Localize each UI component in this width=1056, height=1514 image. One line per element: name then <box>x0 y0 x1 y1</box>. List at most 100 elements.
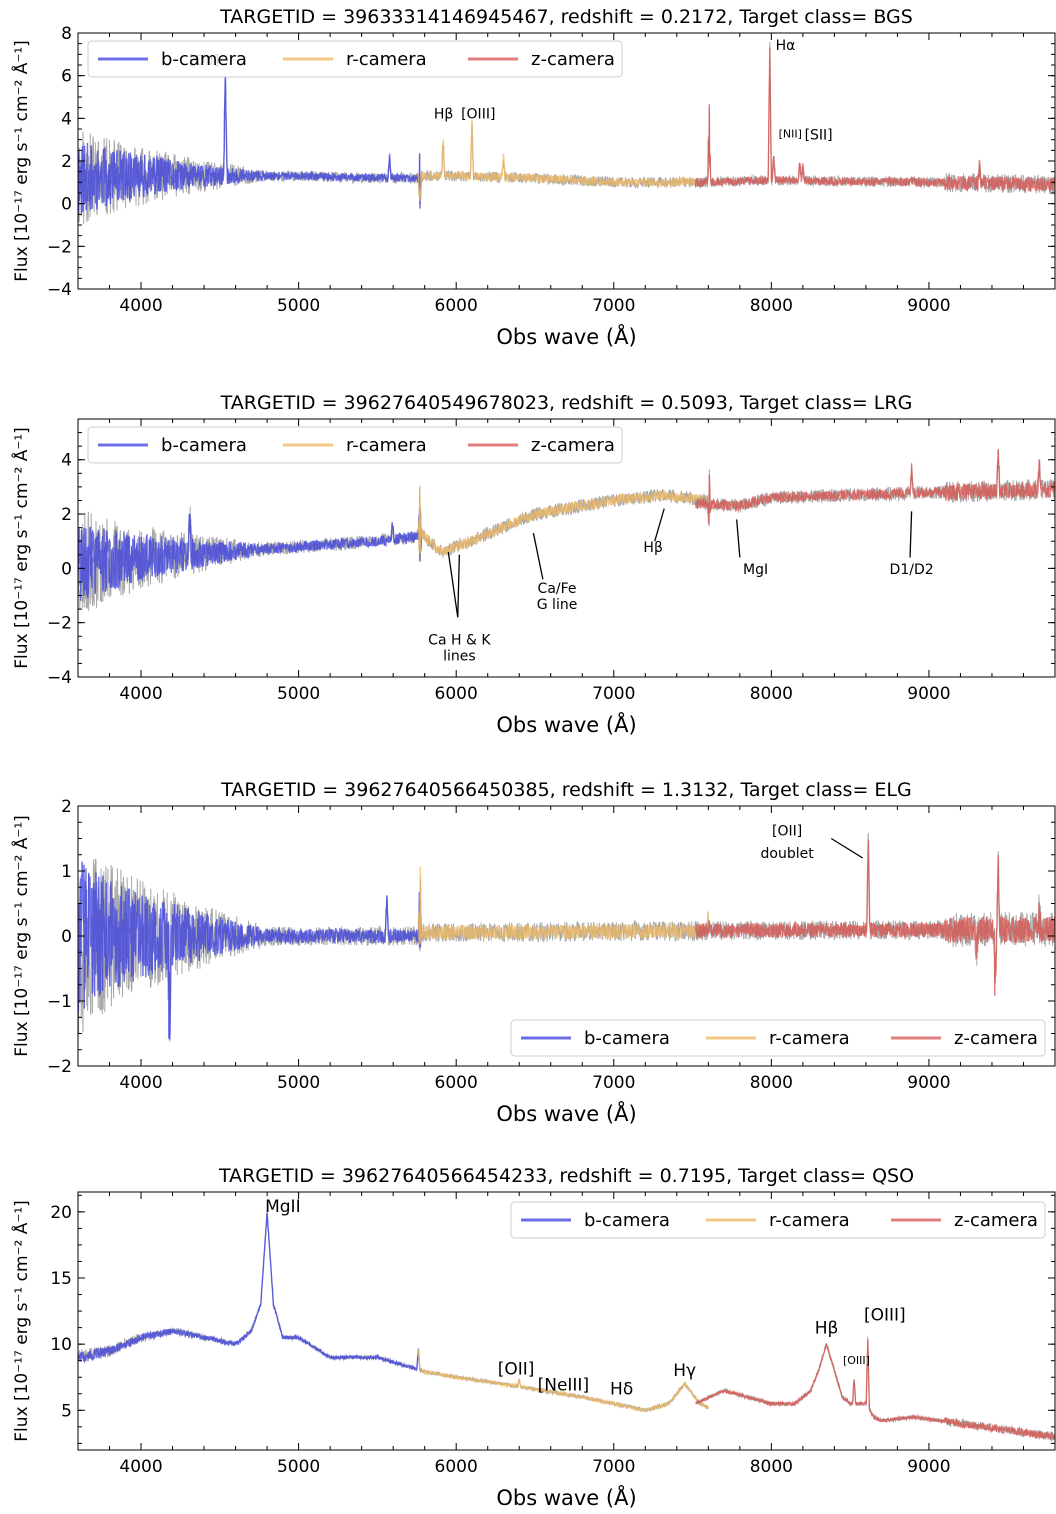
legend-label-r: r-camera <box>346 435 427 456</box>
series-r-flux <box>417 866 709 944</box>
x-tick-label: 7000 <box>592 684 635 704</box>
annotation-label: G line <box>537 597 578 613</box>
x-axis-label: Obs wave (Å) <box>496 1484 636 1510</box>
series-r-flux <box>417 1349 709 1413</box>
x-tick-label: 8000 <box>750 684 793 704</box>
legend: b-camera r-camera z-camera <box>510 1019 1046 1057</box>
y-tick-label: −2 <box>47 1057 72 1077</box>
series-z-flux <box>695 47 1055 192</box>
y-tick-label: 6 <box>61 67 72 87</box>
legend-label-b: b-camera <box>161 435 247 456</box>
annotation-label: MgI <box>743 562 768 578</box>
y-tick-label: 20 <box>50 1203 72 1223</box>
annotation-pointer <box>457 554 460 618</box>
annotation-label: doublet <box>761 846 815 862</box>
annotation-pointer <box>736 519 741 558</box>
y-tick-label: 0 <box>61 195 72 215</box>
legend-frame <box>510 1201 1046 1239</box>
y-tick-label: −4 <box>47 668 72 688</box>
x-tick-label: 6000 <box>435 1457 478 1477</box>
annotation-pointer <box>654 508 665 542</box>
x-tick-label: 6000 <box>435 684 478 704</box>
y-tick-label: 2 <box>61 152 72 172</box>
x-tick-label: 8000 <box>750 1457 793 1477</box>
legend-label-z: z-camera <box>531 435 615 456</box>
x-tick-label: 5000 <box>277 684 320 704</box>
series-b-flux <box>78 1212 423 1372</box>
series-z-flux <box>695 840 1055 996</box>
annotation-label: Ca/Fe <box>538 581 577 597</box>
x-tick-label: 9000 <box>907 684 950 704</box>
chart-panel-qso: TARGETID = 39627640566454233, redshift =… <box>10 1165 1056 1510</box>
legend-frame <box>510 1019 1046 1057</box>
annotation-label: Hβ <box>643 540 662 556</box>
x-tick-label: 7000 <box>592 1073 635 1093</box>
x-tick-label: 6000 <box>435 1073 478 1093</box>
x-tick-label: 7000 <box>592 1457 635 1477</box>
annotation-label: [NII] <box>779 128 802 141</box>
series-z-flux <box>695 449 1055 525</box>
x-tick-label: 5000 <box>277 296 320 316</box>
x-tick-label: 4000 <box>119 684 162 704</box>
chart-title: TARGETID = 39627640566450385, redshift =… <box>220 779 911 801</box>
y-tick-label: 2 <box>61 505 72 525</box>
series-b-flux <box>78 861 423 1040</box>
annotation-pointer <box>447 551 459 618</box>
chart-panel-lrg: TARGETID = 39627640549678023, redshift =… <box>10 392 1056 737</box>
legend-frame <box>87 40 623 78</box>
annotation-label: Hδ <box>610 1379 633 1399</box>
annotation-label: [SII] <box>805 128 833 144</box>
legend-label-r: r-camera <box>346 49 427 70</box>
y-tick-label: 4 <box>61 451 72 471</box>
x-tick-label: 4000 <box>119 1073 162 1093</box>
series-r-error <box>417 120 709 200</box>
annotation-label: [OIII] <box>461 106 495 122</box>
y-tick-label: 8 <box>61 24 72 44</box>
x-axis-label: Obs wave (Å) <box>496 323 636 349</box>
legend-frame <box>87 426 623 464</box>
x-tick-label: 4000 <box>119 296 162 316</box>
annotation-label: lines <box>443 649 476 665</box>
legend-label-b: b-camera <box>584 1210 670 1231</box>
series-b-flux <box>78 507 423 601</box>
series-z-flux <box>695 1339 1055 1441</box>
y-tick-label: 10 <box>50 1335 72 1355</box>
annotation-label: [NeIII] <box>538 1375 589 1395</box>
annotation-label: Hγ <box>673 1361 696 1381</box>
y-tick-label: 0 <box>61 559 72 579</box>
legend: b-camera r-camera z-camera <box>87 426 623 464</box>
x-tick-label: 5000 <box>277 1457 320 1477</box>
x-axis-label: Obs wave (Å) <box>496 1100 636 1126</box>
y-tick-label: 2 <box>61 797 72 817</box>
y-tick-label: −2 <box>47 237 72 257</box>
annotation-label: [OII] <box>498 1360 535 1380</box>
annotation-label: [OIII] <box>864 1305 906 1325</box>
data-layer <box>78 833 1055 1042</box>
x-tick-label: 9000 <box>907 1073 950 1093</box>
x-tick-label: 7000 <box>592 296 635 316</box>
y-axis-label: Flux [10⁻¹⁷ erg s⁻¹ cm⁻² Å⁻¹] <box>10 1200 32 1442</box>
data-layer <box>78 42 1055 225</box>
x-tick-label: 8000 <box>750 296 793 316</box>
annotation-label: MgII <box>265 1197 301 1217</box>
chart-panel-elg: TARGETID = 39627640566450385, redshift =… <box>10 779 1056 1126</box>
x-tick-label: 4000 <box>119 1457 162 1477</box>
x-axis-label: Obs wave (Å) <box>496 711 636 737</box>
annotation-label: Hβ <box>434 106 453 122</box>
annotation-label: Hα <box>776 38 796 54</box>
y-tick-label: 5 <box>61 1401 72 1421</box>
legend-label-z: z-camera <box>531 49 615 70</box>
axes-frame <box>77 418 1056 678</box>
legend-label-z: z-camera <box>954 1210 1038 1231</box>
y-axis-label: Flux [10⁻¹⁷ erg s⁻¹ cm⁻² Å⁻¹] <box>10 40 32 282</box>
annotation-label: Ca H & K <box>428 632 491 648</box>
legend-label-r: r-camera <box>769 1028 850 1049</box>
legend: b-camera r-camera z-camera <box>510 1201 1046 1239</box>
annotation-pointer <box>909 511 913 558</box>
y-axis-label: Flux [10⁻¹⁷ erg s⁻¹ cm⁻² Å⁻¹] <box>10 815 32 1057</box>
series-b-error <box>78 73 422 225</box>
legend-label-r: r-camera <box>769 1210 850 1231</box>
chart-title: TARGETID = 39633314146945467, redshift =… <box>219 6 913 28</box>
x-tick-label: 9000 <box>907 1457 950 1477</box>
